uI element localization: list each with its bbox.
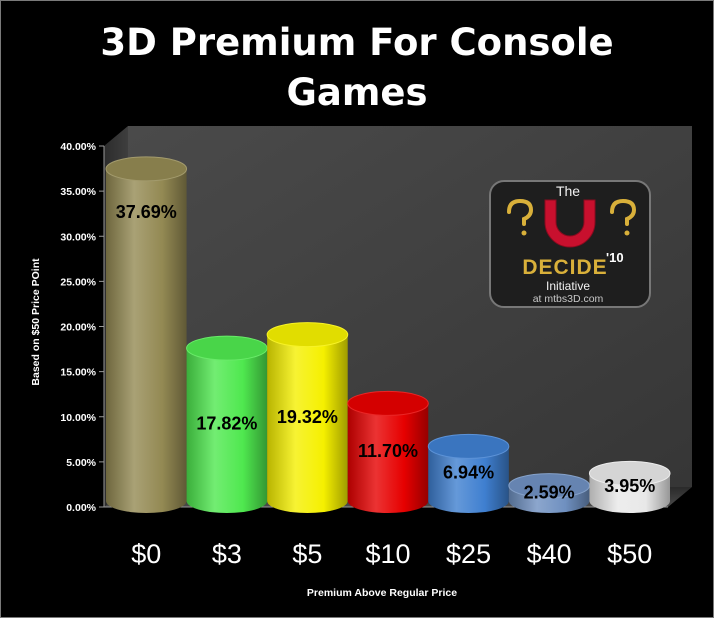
x-category-label: $3 (212, 539, 242, 569)
data-label: 37.69% (116, 202, 177, 222)
bar (347, 390, 429, 513)
data-label: 6.94% (443, 463, 494, 483)
chart-title: 3D Premium For Console Games (100, 21, 614, 114)
bars (105, 156, 671, 513)
y-tick-label: 40.00% (60, 141, 96, 153)
bar-top (105, 156, 188, 182)
bar-body (267, 334, 348, 513)
y-tick-label: 10.00% (60, 412, 96, 424)
bar-top (588, 460, 671, 486)
question-mark-left-icon (507, 198, 534, 226)
y-tick-label: 5.00% (66, 457, 96, 469)
bar-body (347, 403, 429, 513)
logo-superscript: '10 (606, 250, 624, 265)
x-axis-title: Premium Above Regular Price (307, 587, 457, 599)
y-tick-label: 15.00% (60, 367, 96, 379)
bar-body (428, 446, 509, 513)
data-label: 3.95% (604, 476, 655, 496)
y-tick-label: 25.00% (60, 276, 96, 288)
question-dot-right (624, 230, 630, 236)
bar-body (106, 168, 187, 513)
logo-word: DECIDE (522, 256, 607, 279)
bar-top (347, 390, 429, 416)
horseshoe-icon (544, 199, 596, 248)
question-dot-left (521, 230, 527, 236)
x-category-label: $50 (607, 539, 652, 569)
data-label: 11.70% (358, 441, 418, 461)
data-label: 17.82% (196, 414, 257, 434)
bar (427, 433, 510, 513)
bar (508, 473, 590, 513)
y-tick-label: 30.00% (60, 231, 96, 243)
bar-top (186, 335, 268, 361)
y-axis-title: Based on $50 Price POint (30, 258, 42, 386)
data-label: 2.59% (524, 482, 575, 502)
y-tick-label: 0.00% (66, 502, 96, 514)
y-tick-label: 35.00% (60, 186, 96, 198)
question-mark-right-icon (610, 198, 637, 226)
logo-line1: The (556, 183, 580, 199)
y-tick-label: 20.00% (60, 322, 96, 334)
data-label: 19.32% (277, 407, 338, 427)
data-labels: 37.69% 17.82% 19.32% 11.70% 6.94% 2.59% 3.95% (116, 202, 655, 502)
x-category-label: $0 (131, 539, 161, 569)
bar (588, 460, 671, 513)
bar-body (186, 348, 268, 513)
bar (105, 156, 188, 513)
logo-url: at mtbs3D.com (533, 293, 604, 305)
bar-top (427, 433, 510, 459)
x-category-label: $10 (365, 539, 410, 569)
decide-logo: The DECIDE '10 Initiative at mtbs3D.com (489, 180, 651, 308)
x-category-label: $25 (446, 539, 491, 569)
x-axis-categories: $0 $3 $5 $10 $25 $40 $50 (131, 539, 652, 569)
logo-line2: Initiative (546, 279, 590, 293)
x-category-label: $5 (292, 539, 322, 569)
x-category-label: $40 (527, 539, 572, 569)
bar (266, 322, 349, 513)
y-axis-ticks: 0.00% 5.00% 10.00% 15.00% 20.00% 25.00% 30.00%… (60, 141, 104, 514)
bar-top (266, 322, 349, 348)
